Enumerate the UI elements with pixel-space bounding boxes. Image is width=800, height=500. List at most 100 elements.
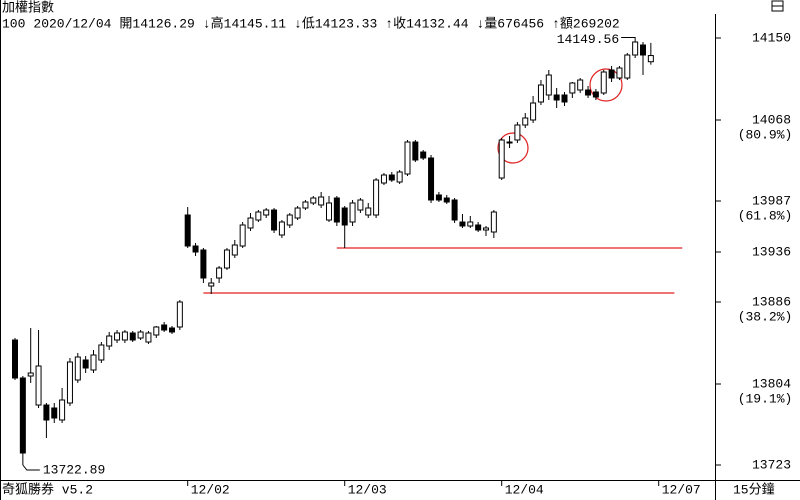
candle-body (161, 324, 168, 331)
candle-body (537, 84, 544, 103)
candle-body (577, 79, 584, 91)
candle-body (145, 332, 152, 343)
candle-body (585, 89, 592, 96)
period: 15分鐘 (733, 481, 775, 497)
candle-body (35, 365, 42, 406)
footer: 奇狐勝券 v5.2 (2, 481, 93, 497)
candle-body (255, 211, 262, 221)
candle-body (326, 202, 332, 221)
candle-body (176, 301, 183, 328)
candle-body (569, 82, 576, 94)
candle-body (216, 267, 223, 279)
candle-body (137, 331, 144, 339)
x-tick-label: 12/03 (348, 482, 387, 497)
y-tick-label: 13804 (752, 376, 791, 391)
y-tick-label: 13936 (752, 244, 791, 259)
x-tick-label: 12/04 (505, 482, 544, 497)
candle-body (59, 399, 66, 421)
retracement-label: (19.1%) (738, 391, 793, 406)
candle-body (318, 196, 325, 206)
candle-body (310, 197, 317, 204)
candle-body (349, 202, 356, 223)
candle-body (51, 407, 58, 419)
chart-title: 加權指數 (2, 0, 54, 15)
candle-body (192, 245, 199, 253)
x-tick-label: 12/07 (662, 482, 701, 497)
candle-body (380, 174, 387, 184)
annotation: 14149.56 (557, 32, 619, 47)
candle-body (302, 201, 309, 209)
candle-body (278, 221, 285, 236)
candle-body (443, 197, 450, 203)
candle-body (121, 331, 128, 341)
candle-body (247, 217, 254, 229)
candle-body (600, 71, 607, 94)
candle-body (333, 197, 340, 223)
candle-body (435, 194, 442, 201)
info-bar: 100 2020/12/04 開14126.29 ↓高14145.11 ↓低14123.… (2, 15, 620, 31)
candle-body (490, 211, 497, 233)
candle-body (459, 221, 466, 227)
candle-body (341, 207, 348, 226)
candle-body (640, 44, 646, 56)
retracement-label: (80.9%) (738, 127, 793, 142)
candle-body (545, 74, 552, 96)
candle-body (498, 139, 505, 179)
y-tick-label: 13886 (752, 294, 791, 309)
candle-body (451, 199, 458, 221)
candle-body (200, 249, 207, 279)
candle-body (19, 377, 26, 454)
candle-body (74, 356, 81, 381)
y-tick-label: 14150 (752, 30, 791, 45)
annotation-leader (621, 36, 636, 39)
info-item: ↓高14145.11 (203, 15, 286, 31)
annotation-leader (22, 464, 40, 471)
candle-body (608, 69, 615, 79)
candle-body (129, 332, 136, 341)
candle-body (592, 91, 599, 98)
candle-body (475, 224, 482, 231)
candle-body (553, 94, 560, 101)
candle-body (530, 102, 537, 121)
y-tick-label: 14068 (752, 112, 791, 127)
retracement-label: (38.2%) (738, 309, 793, 324)
candle-body (12, 339, 18, 379)
candle-body (624, 54, 631, 79)
candle-body (647, 55, 654, 63)
candle-body (388, 174, 395, 181)
candle-body (223, 249, 230, 269)
candle-body (420, 151, 427, 159)
candle-body (561, 94, 568, 103)
candle-body (90, 354, 97, 371)
candle-body (294, 207, 301, 219)
candle-body (632, 41, 639, 56)
candle-body (357, 199, 364, 211)
candle-body (114, 332, 121, 341)
highlight-circle (497, 132, 529, 164)
candle-body (286, 214, 293, 226)
info-item: 開14126.29 (119, 16, 194, 31)
info-item: ↑額269202 (552, 16, 620, 31)
candle-body (153, 326, 160, 336)
info-item: 100 (2, 16, 25, 31)
candle-body (396, 171, 403, 183)
candle-body (514, 124, 521, 141)
candle-body (467, 221, 474, 227)
candle-body (106, 335, 113, 347)
highlight-circle (589, 68, 623, 102)
candle-body (522, 117, 529, 126)
candle-body (271, 209, 278, 231)
candle-body (66, 361, 73, 404)
candle-body (404, 141, 411, 175)
x-tick-label: 12/02 (191, 482, 230, 497)
annotation: 13722.89 (43, 462, 105, 477)
info-item: 2020/12/04 (33, 16, 111, 31)
info-item: ↓低14123.33 (294, 16, 377, 31)
candle-body (169, 327, 175, 333)
candle-body (616, 67, 623, 79)
candle-body (239, 224, 246, 247)
candle-body (365, 207, 372, 216)
